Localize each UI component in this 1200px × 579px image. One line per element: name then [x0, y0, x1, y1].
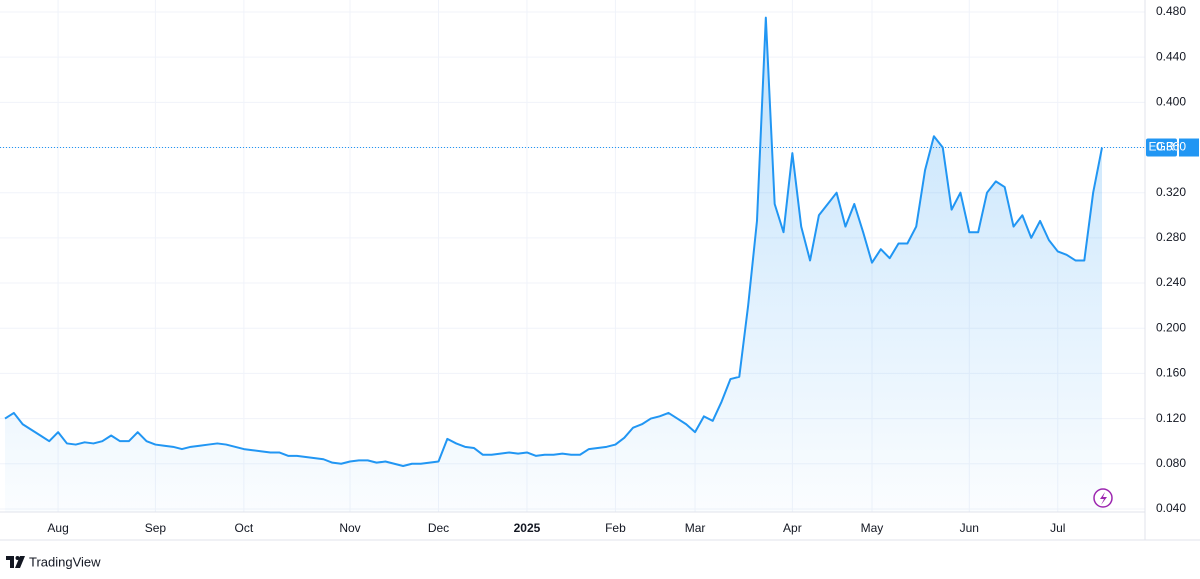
x-tick-label: Nov	[339, 521, 360, 535]
x-tick-label: Oct	[235, 521, 254, 535]
x-tick-label: 2025	[514, 521, 541, 535]
x-tick-label: Jun	[960, 521, 979, 535]
brand: TradingView	[29, 554, 101, 569]
y-tick-label: 0.200	[1156, 320, 1186, 334]
y-tick-label: 0.240	[1156, 275, 1186, 289]
last-price-label: 0.360	[1156, 140, 1186, 154]
x-tick-label: Aug	[47, 521, 68, 535]
x-tick-label: Dec	[428, 521, 449, 535]
axes: 0.040 0.080 0.120 0.160 0.200 0.240 0.280 0.320…	[47, 4, 1199, 535]
flash-glyph	[1100, 492, 1107, 505]
last-price-box	[1179, 138, 1199, 157]
y-tick-label: 0.320	[1156, 185, 1186, 199]
y-tick-label: 0.160	[1156, 366, 1186, 380]
y-tick-label: 0.440	[1156, 49, 1186, 63]
x-tick-label: Mar	[685, 521, 706, 535]
x-tick-label: May	[861, 521, 884, 535]
symbol-label: EGR	[1148, 140, 1174, 154]
x-tick-label: Feb	[605, 521, 626, 535]
symbol-box	[1146, 138, 1177, 157]
y-tick-label: 0.400	[1156, 95, 1186, 109]
brand-logo	[6, 556, 25, 568]
y-tick-label: 0.120	[1156, 411, 1186, 425]
price-line	[4, 16, 1103, 468]
y-tick-label: 0.040	[1156, 501, 1186, 515]
x-tick-label: Sep	[145, 521, 167, 535]
y-tick-label: 0.480	[1156, 4, 1186, 18]
area-fill	[5, 17, 1102, 513]
x-tick-label: Jul	[1050, 521, 1065, 535]
x-tick-label: Apr	[783, 521, 802, 535]
y-tick-label: 0.080	[1156, 456, 1186, 470]
grid	[0, 0, 1145, 512]
y-tick-label: 0.280	[1156, 230, 1186, 244]
plot	[0, 16, 1145, 513]
